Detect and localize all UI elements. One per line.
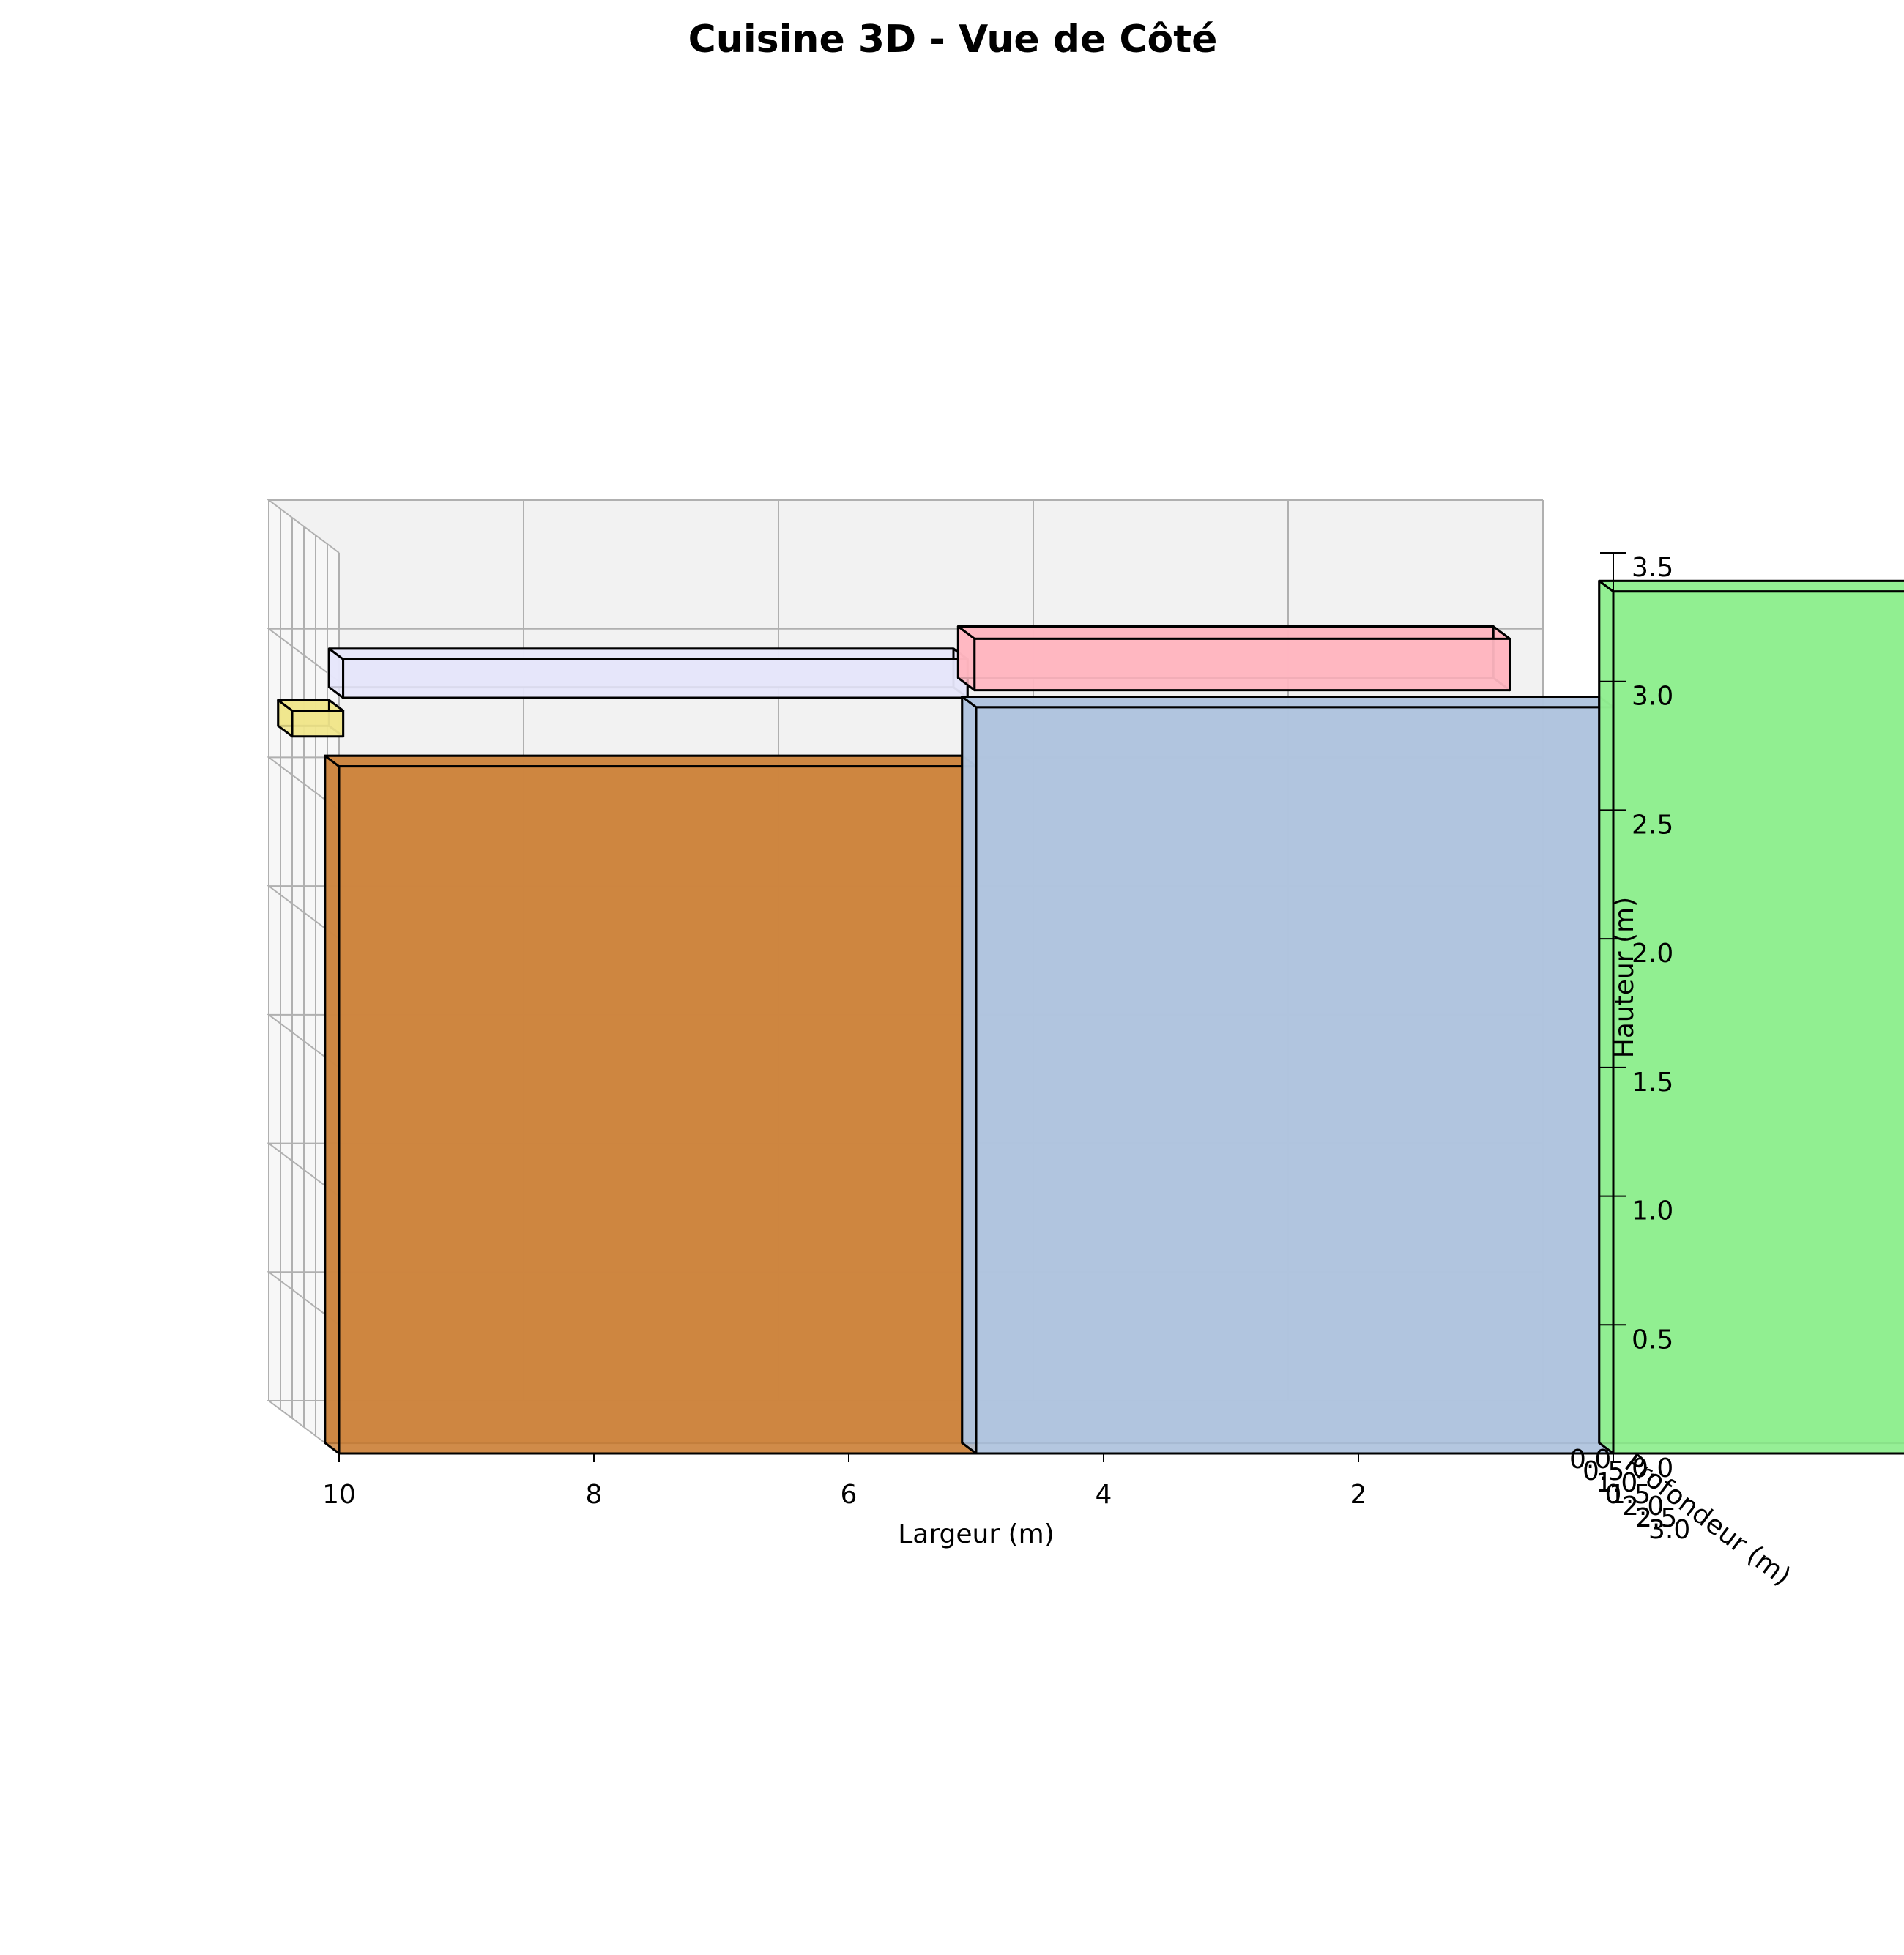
box-face [338, 765, 978, 1455]
box-face [342, 658, 969, 699]
z-tick-label: 1.0 [1632, 1196, 1673, 1226]
box-face [961, 695, 978, 1455]
box-face [291, 710, 345, 738]
box-face [961, 695, 1615, 709]
y-tick-label: 3.0 [1648, 1515, 1690, 1545]
x-tick-label: 10 [322, 1480, 356, 1510]
y-tick-label: 2.5 [1635, 1503, 1677, 1533]
box-face [324, 754, 978, 768]
box-face [324, 754, 341, 1455]
box-face [975, 706, 1615, 1455]
y-tick-label: 1.5 [1609, 1480, 1651, 1510]
x-tick-label: 8 [586, 1480, 603, 1510]
box-2 [277, 699, 345, 738]
x-tick-label: 6 [841, 1480, 858, 1510]
box-face [956, 625, 1511, 640]
box-face [973, 637, 1511, 692]
z-tick-label: 0.0 [1632, 1453, 1673, 1483]
z-tick-label: 3.0 [1632, 682, 1673, 712]
tick-layer: 10 8 6 4 2 00.00.51.01.52.02.53.03.50.00.51.0… [322, 552, 1690, 1545]
y-tick-label: 1.0 [1596, 1468, 1637, 1498]
z-tick-label: 3.5 [1632, 553, 1673, 583]
box-5 [961, 695, 1615, 1455]
y-tick-label: 0.5 [1583, 1456, 1624, 1486]
x-axis-label: Largeur (m) [898, 1519, 1055, 1549]
y-tick-label: 2.0 [1622, 1492, 1664, 1522]
box-4 [324, 754, 978, 1455]
x-tick-label: 0 [1605, 1480, 1622, 1510]
x-tick-label: 4 [1096, 1480, 1112, 1510]
z-tick-label: 2.5 [1632, 810, 1673, 840]
box-6 [1598, 579, 1904, 1455]
z-axis-label: Hauteur (m) [1610, 897, 1640, 1058]
box-1 [327, 647, 969, 699]
y-tick-label: 0.0 [1569, 1445, 1611, 1475]
z-tick-label: 2.0 [1632, 939, 1673, 969]
chart-title: Cuisine 3D - Vue de Côté [688, 18, 1218, 62]
z-tick-label: 1.5 [1632, 1068, 1673, 1098]
box-face [327, 647, 969, 660]
box-3 [956, 625, 1511, 692]
boxes-layer [277, 579, 1904, 1455]
x-tick-label: 2 [1350, 1480, 1367, 1510]
z-tick-label: 0.5 [1632, 1325, 1673, 1355]
